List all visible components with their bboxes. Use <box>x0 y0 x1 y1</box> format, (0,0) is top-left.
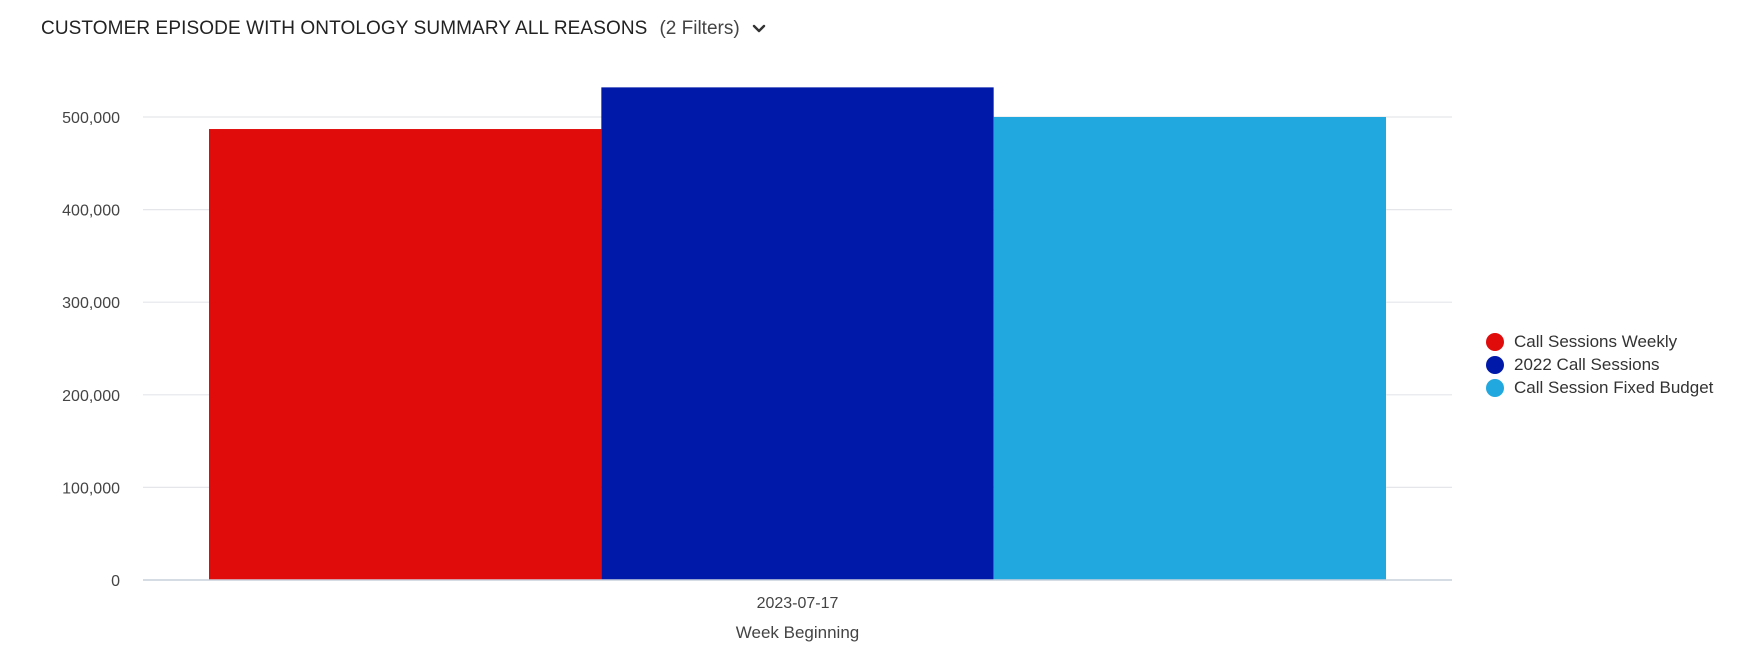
legend-label: Call Sessions Weekly <box>1514 331 1678 351</box>
bars <box>209 87 1386 581</box>
y-axis-ticks: 0 100,000 200,000 300,000 400,000 500,000 <box>62 110 120 590</box>
bar-call-sessions-weekly[interactable] <box>209 129 602 580</box>
chart-title: CUSTOMER EPISODE WITH ONTOLOGY SUMMARY A… <box>41 18 648 39</box>
y-tick-label: 200,000 <box>62 388 120 405</box>
y-tick-label: 500,000 <box>62 110 120 127</box>
bar-2022-call-sessions[interactable] <box>601 87 994 581</box>
legend-item[interactable]: Call Sessions Weekly <box>1486 330 1713 353</box>
chevron-down-icon[interactable] <box>750 20 768 38</box>
chart-legend: Call Sessions Weekly 2022 Call Sessions Ca… <box>1486 330 1713 399</box>
legend-item[interactable]: Call Session Fixed Budget <box>1486 376 1713 399</box>
y-tick-label: 100,000 <box>62 480 120 497</box>
legend-label: Call Session Fixed Budget <box>1514 377 1714 397</box>
bar-chart: 0 100,000 200,000 300,000 400,000 500,000 202… <box>62 87 1452 642</box>
chart-header: CUSTOMER EPISODE WITH ONTOLOGY SUMMARY A… <box>41 14 768 44</box>
legend-item[interactable]: 2022 Call Sessions <box>1486 353 1713 376</box>
x-axis-title: Week Beginning <box>736 623 860 642</box>
y-tick-label: 0 <box>111 573 120 590</box>
legend-label: 2022 Call Sessions <box>1514 354 1660 374</box>
legend-swatch <box>1486 355 1504 374</box>
filters-toggle[interactable]: (2 Filters) <box>659 18 740 39</box>
x-tick-label: 2023-07-17 <box>757 595 839 612</box>
y-tick-label: 400,000 <box>62 203 120 220</box>
legend-swatch <box>1486 378 1504 397</box>
y-tick-label: 300,000 <box>62 295 120 312</box>
x-axis-ticks: 2023-07-17 <box>757 595 839 612</box>
bar-call-session-fixed-budget[interactable] <box>993 117 1386 580</box>
legend-swatch <box>1486 332 1504 351</box>
